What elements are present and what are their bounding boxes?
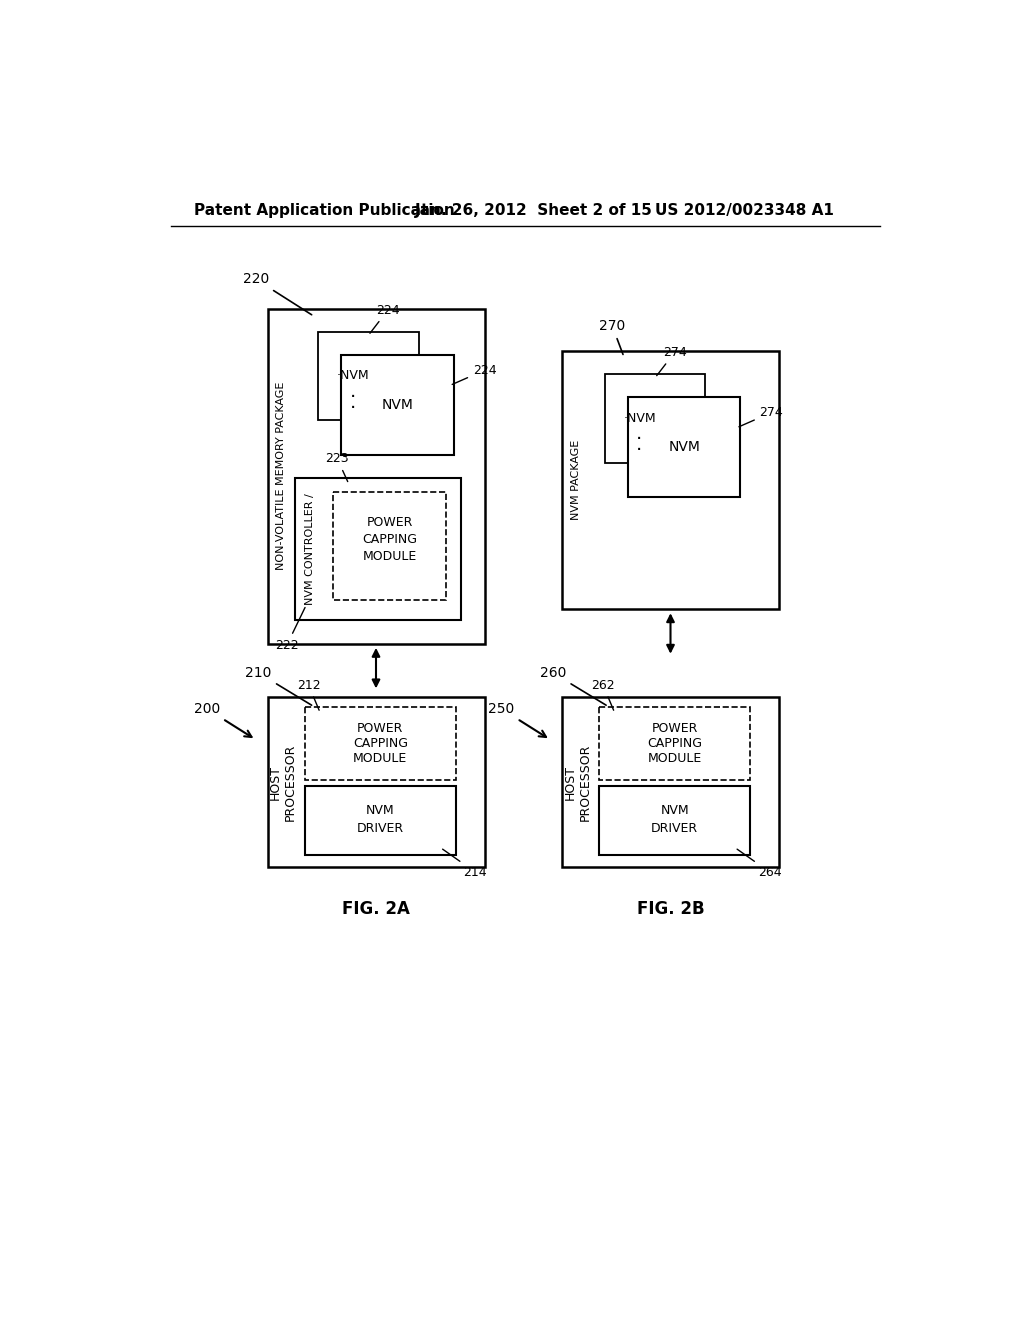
Text: 274: 274 [656,346,686,376]
Bar [599,706,751,780]
Text: ·: · [636,430,643,449]
Text: HOST
PROCESSOR: HOST PROCESSOR [269,743,297,821]
Text: NVM: NVM [668,440,700,454]
Text: 264: 264 [737,849,781,879]
Text: MODULE: MODULE [362,550,417,564]
Text: DRIVER: DRIVER [356,822,403,834]
Text: 210: 210 [245,665,311,705]
Text: 224: 224 [370,304,399,333]
Bar [604,374,706,462]
Text: 222: 222 [275,607,305,652]
Text: NVM: NVM [660,804,689,817]
Text: NVM CONTROLLER /: NVM CONTROLLER / [305,494,315,605]
Text: US 2012/0023348 A1: US 2012/0023348 A1 [655,203,834,218]
Text: NVM PACKAGE: NVM PACKAGE [571,440,581,520]
Text: MODULE: MODULE [353,752,408,766]
Text: MODULE: MODULE [647,752,701,766]
Text: ·: · [349,399,356,418]
Bar [295,478,461,620]
Text: Patent Application Publication: Patent Application Publication [194,203,455,218]
Text: NON-VOLATILE MEMORY PACKAGE: NON-VOLATILE MEMORY PACKAGE [276,381,287,570]
Text: 262: 262 [591,678,614,710]
Text: FIG. 2B: FIG. 2B [637,900,705,919]
Text: 214: 214 [442,849,487,879]
Text: HOST
PROCESSOR: HOST PROCESSOR [563,743,592,821]
Bar [562,351,779,609]
Text: POWER: POWER [367,516,413,529]
Text: ·NVM: ·NVM [337,370,369,383]
Text: POWER: POWER [651,722,698,735]
Bar [267,697,484,867]
Text: DRIVER: DRIVER [651,822,698,834]
Bar [628,397,740,498]
Text: NVM: NVM [366,804,394,817]
Bar [305,785,456,855]
Text: 270: 270 [599,319,626,355]
Text: 224: 224 [453,363,497,384]
Bar [599,785,751,855]
Bar [341,355,454,455]
Text: 260: 260 [540,665,606,705]
Bar [317,331,419,420]
Bar [267,309,484,644]
Text: 220: 220 [243,272,311,314]
Text: 250: 250 [488,702,546,737]
Text: CAPPING: CAPPING [362,533,417,546]
Text: CAPPING: CAPPING [352,737,408,750]
Text: POWER: POWER [357,722,403,735]
Text: CAPPING: CAPPING [647,737,702,750]
Text: Jan. 26, 2012  Sheet 2 of 15: Jan. 26, 2012 Sheet 2 of 15 [415,203,652,218]
Bar [562,697,779,867]
Text: 200: 200 [194,702,252,737]
Bar [334,492,445,599]
Text: FIG. 2A: FIG. 2A [342,900,410,919]
Text: 223: 223 [326,453,349,482]
Text: NVM: NVM [381,397,414,412]
Text: 274: 274 [739,407,783,426]
Text: ·: · [349,388,356,407]
Bar [305,706,456,780]
Text: ·: · [636,441,643,461]
Text: ·NVM: ·NVM [624,412,655,425]
Text: 212: 212 [297,678,321,710]
